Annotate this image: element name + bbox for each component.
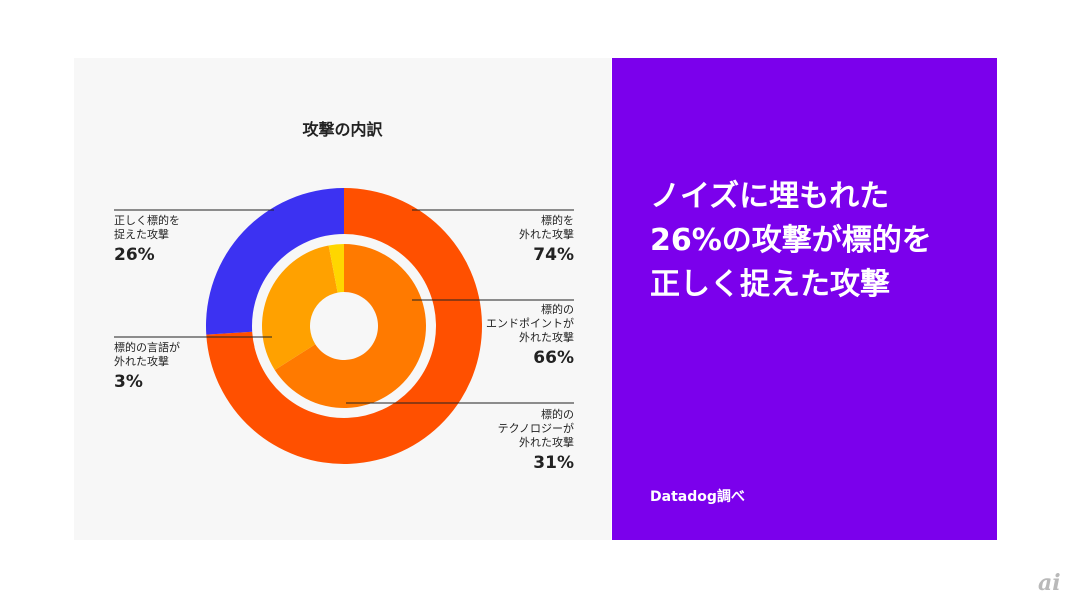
label-endpoint-miss: 標的の エンドポイントが 外れた攻撃 66%	[454, 303, 574, 369]
label-language-miss-line1: 標的の言語が	[114, 341, 180, 354]
label-missed-target-line1: 標的を	[541, 214, 574, 227]
headline-line1: ノイズに埋もれた	[650, 179, 890, 214]
headline: ノイズに埋もれた 26%の攻撃が標的を 正しく捉えた攻撃	[650, 175, 990, 307]
label-technology-miss: 標的の テクノロジーが 外れた攻撃 31%	[454, 408, 574, 474]
outer-ring-slice-1	[206, 188, 344, 335]
label-language-miss-percent: 3%	[114, 372, 143, 392]
label-technology-miss-line1: 標的の	[541, 408, 574, 421]
label-language-miss-line2: 外れた攻撃	[114, 355, 169, 368]
inner-ring-slice-0	[274, 244, 426, 408]
label-technology-miss-line2: テクノロジーが	[497, 422, 574, 435]
label-correct-hit: 正しく標的を 捉えた攻撃 26%	[114, 214, 180, 266]
label-technology-miss-percent: 31%	[533, 453, 574, 473]
label-correct-hit-line1: 正しく標的を	[114, 214, 180, 227]
label-missed-target-percent: 74%	[533, 245, 574, 265]
headline-line3: 正しく捉えた攻撃	[650, 267, 890, 302]
label-missed-target-line2: 外れた攻撃	[519, 228, 574, 241]
headline-line2: 26%の攻撃が標的を	[650, 223, 932, 258]
outer-ring-slice-0	[206, 188, 482, 465]
label-correct-hit-line2: 捉えた攻撃	[114, 228, 169, 241]
source-note: Datadog調べ	[650, 489, 745, 505]
label-endpoint-miss-line2: エンドポイントが	[486, 317, 574, 330]
label-endpoint-miss-line1: 標的の	[541, 303, 574, 316]
label-technology-miss-line3: 外れた攻撃	[519, 436, 574, 449]
chart-title: 攻撃の内訳	[302, 120, 383, 139]
headline-panel	[612, 58, 997, 540]
label-missed-target: 標的を 外れた攻撃 74%	[474, 214, 574, 266]
label-endpoint-miss-percent: 66%	[533, 348, 574, 368]
site-logo: ai	[1038, 570, 1061, 596]
inner-ring-slice-1	[262, 245, 338, 370]
label-endpoint-miss-line3: 外れた攻撃	[519, 331, 574, 344]
label-language-miss: 標的の言語が 外れた攻撃 3%	[114, 341, 180, 393]
inner-ring-slice-2	[328, 244, 344, 293]
label-correct-hit-percent: 26%	[114, 245, 155, 265]
